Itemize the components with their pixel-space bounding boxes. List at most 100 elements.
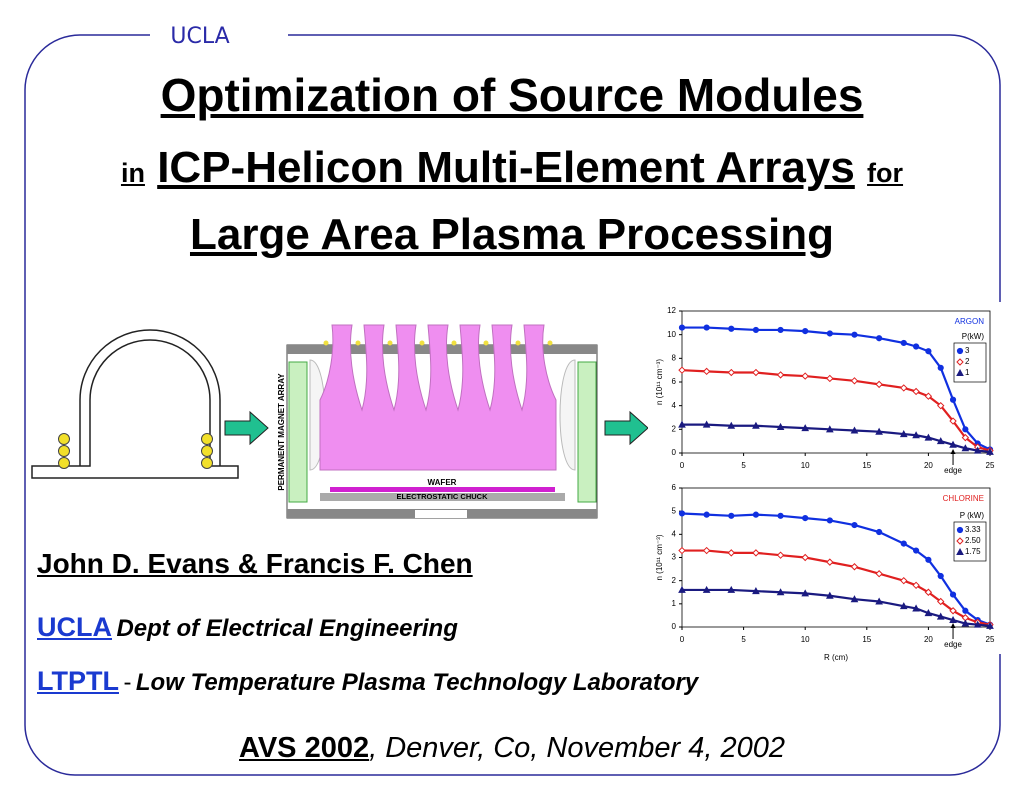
marker xyxy=(776,371,785,379)
marker xyxy=(937,572,944,580)
marker xyxy=(678,420,686,428)
marker xyxy=(875,570,883,578)
y-tick-label: 4 xyxy=(672,401,677,410)
marker xyxy=(678,585,686,593)
chart-title: CHLORINE xyxy=(943,494,984,503)
antenna xyxy=(31,329,239,479)
marker xyxy=(961,433,970,442)
y-tick-label: 8 xyxy=(672,353,677,362)
marker xyxy=(875,380,883,389)
x-tick-label: 25 xyxy=(986,635,995,644)
chamber xyxy=(286,324,598,519)
marker xyxy=(973,446,982,454)
legend-label: 2 xyxy=(965,357,970,366)
marker xyxy=(777,512,784,519)
marker xyxy=(850,595,859,603)
title-line: Optimization of Source Modules xyxy=(160,69,864,121)
annotation: edge xyxy=(944,466,962,475)
marker xyxy=(961,444,970,452)
marker xyxy=(937,364,944,371)
x-tick-label: 25 xyxy=(986,461,995,470)
y-axis-label: n (10¹¹ cm⁻³) xyxy=(655,534,664,580)
marker xyxy=(973,620,982,628)
marker xyxy=(851,521,858,529)
title-line: Large Area Plasma Processing xyxy=(189,210,834,259)
marker xyxy=(936,437,945,445)
marker xyxy=(949,591,957,598)
legend-label: 1 xyxy=(965,368,970,377)
marker xyxy=(912,343,920,350)
marker xyxy=(912,581,920,590)
affiliation: UCLA Dept of Electrical Engineering xyxy=(37,612,458,643)
event: AVS 2002 xyxy=(239,732,370,764)
marker xyxy=(801,589,810,597)
y-tick-label: 5 xyxy=(672,506,677,515)
x-tick-label: 15 xyxy=(862,461,871,470)
marker xyxy=(900,540,907,547)
marker xyxy=(802,515,809,522)
marker xyxy=(702,420,711,428)
marker xyxy=(752,368,760,377)
marker xyxy=(899,430,908,438)
x-tick-label: 0 xyxy=(680,461,685,470)
marker xyxy=(876,335,883,342)
marker xyxy=(727,549,735,557)
marker xyxy=(776,551,785,559)
marker xyxy=(752,511,760,518)
y-tick-label: 2 xyxy=(672,424,677,433)
marker xyxy=(801,424,810,432)
marker xyxy=(728,512,735,519)
legend-label: 2.50 xyxy=(965,536,981,545)
marker xyxy=(912,431,920,439)
marker xyxy=(912,547,920,554)
marker xyxy=(678,510,686,517)
y-tick-label: 10 xyxy=(667,330,676,339)
title-word: ICP-Helicon Multi-Element Arrays xyxy=(157,143,855,192)
x-tick-label: 5 xyxy=(741,461,746,470)
marker xyxy=(986,447,994,455)
x-tick-label: 20 xyxy=(924,635,933,644)
legend-marker xyxy=(956,347,964,355)
x-tick-label: 20 xyxy=(924,461,933,470)
affiliation-detail: Dept of Electrical Engineering xyxy=(116,615,458,642)
y-tick-label: 0 xyxy=(672,448,677,457)
event-details: , Denver, Co, November 4, 2002 xyxy=(369,732,785,764)
annotation-arrowhead xyxy=(950,449,956,454)
marker xyxy=(678,366,686,374)
marker xyxy=(924,392,933,400)
marker xyxy=(925,556,932,563)
chuck-label: ELECTROSTATIC CHUCK xyxy=(397,492,489,501)
x-axis-label: R (cm) xyxy=(824,653,848,662)
marker xyxy=(801,372,809,380)
chart-background xyxy=(648,302,1002,654)
marker xyxy=(912,604,920,612)
marker xyxy=(949,616,957,624)
marker xyxy=(937,597,945,606)
y-tick-label: 6 xyxy=(672,483,677,492)
legend-marker xyxy=(956,547,964,555)
y-tick-label: 0 xyxy=(672,622,677,631)
marker xyxy=(678,546,686,555)
legend-title: P(kW) xyxy=(962,332,985,341)
marker xyxy=(752,587,760,595)
logo: UCLA xyxy=(170,24,229,49)
annotation-arrowhead xyxy=(950,623,956,628)
annotation: edge xyxy=(944,640,962,649)
arrow xyxy=(604,410,649,446)
marker xyxy=(949,396,957,403)
x-tick-label: 10 xyxy=(801,461,810,470)
marker xyxy=(949,607,957,615)
y-tick-label: 6 xyxy=(672,377,677,386)
arrow xyxy=(224,410,269,446)
marker xyxy=(702,585,711,593)
legend-title: P (kW) xyxy=(960,511,985,520)
y-tick-label: 2 xyxy=(672,576,677,585)
legend-marker xyxy=(956,358,964,366)
x-tick-label: 10 xyxy=(801,635,810,644)
affiliation: LTPTL - Low Temperature Plasma Technolog… xyxy=(37,666,698,697)
marker xyxy=(752,326,760,334)
marker xyxy=(850,426,859,434)
marker xyxy=(924,609,933,617)
marker xyxy=(727,585,736,593)
